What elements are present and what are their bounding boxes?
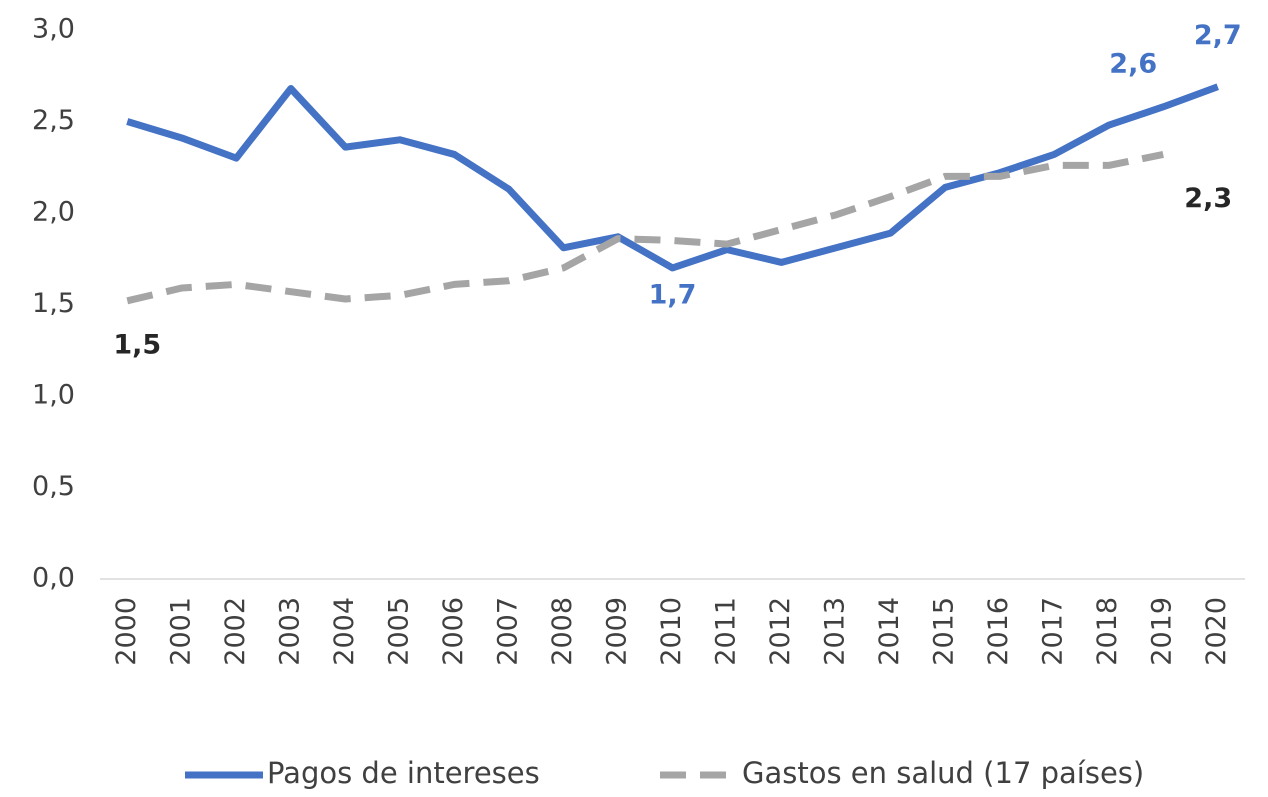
- data-label: 2,7: [1194, 20, 1242, 51]
- x-tick-label: 2001: [165, 597, 196, 666]
- y-tick-label: 0,0: [32, 563, 75, 594]
- x-tick-label: 2008: [547, 597, 578, 666]
- x-tick-label: 2019: [1147, 597, 1178, 666]
- x-tick-label: 2016: [983, 597, 1014, 666]
- x-tick-label: 2015: [929, 597, 960, 666]
- x-tick-label: 2017: [1038, 597, 1069, 666]
- data-label: 1,5: [113, 329, 161, 360]
- x-tick-label: 2013: [820, 597, 851, 666]
- x-tick-label: 2003: [274, 597, 305, 666]
- x-tick-label: 2018: [1092, 597, 1123, 666]
- series-line: [126, 151, 1164, 305]
- y-tick-label: 1,0: [32, 380, 75, 411]
- data-label: 2,3: [1184, 183, 1232, 214]
- x-tick-label: 2020: [1201, 597, 1232, 666]
- legend-label: Pagos de intereses: [267, 756, 540, 790]
- y-tick-label: 2,0: [32, 197, 75, 228]
- x-tick-label: 2007: [492, 597, 523, 666]
- x-tick-label: 2004: [329, 597, 360, 666]
- y-tick-label: 3,0: [32, 14, 75, 45]
- y-tick-label: 2,5: [32, 105, 75, 136]
- series-line: [126, 83, 1219, 272]
- legend-label: Gastos en salud (17 países): [742, 756, 1144, 790]
- x-tick-label: 2012: [765, 597, 796, 666]
- data-label: 1,7: [649, 279, 697, 310]
- x-tick-label: 2009: [601, 597, 632, 666]
- x-tick-label: 2011: [711, 597, 742, 666]
- y-tick-label: 0,5: [32, 471, 75, 502]
- x-tick-label: 2010: [656, 597, 687, 666]
- data-label: 2,6: [1109, 48, 1157, 79]
- x-tick-label: 2005: [383, 597, 414, 666]
- x-tick-label: 2002: [220, 597, 251, 666]
- x-tick-label: 2000: [111, 597, 142, 666]
- y-tick-label: 1,5: [32, 288, 75, 319]
- x-tick-label: 2014: [874, 597, 905, 666]
- x-tick-label: 2006: [438, 597, 469, 666]
